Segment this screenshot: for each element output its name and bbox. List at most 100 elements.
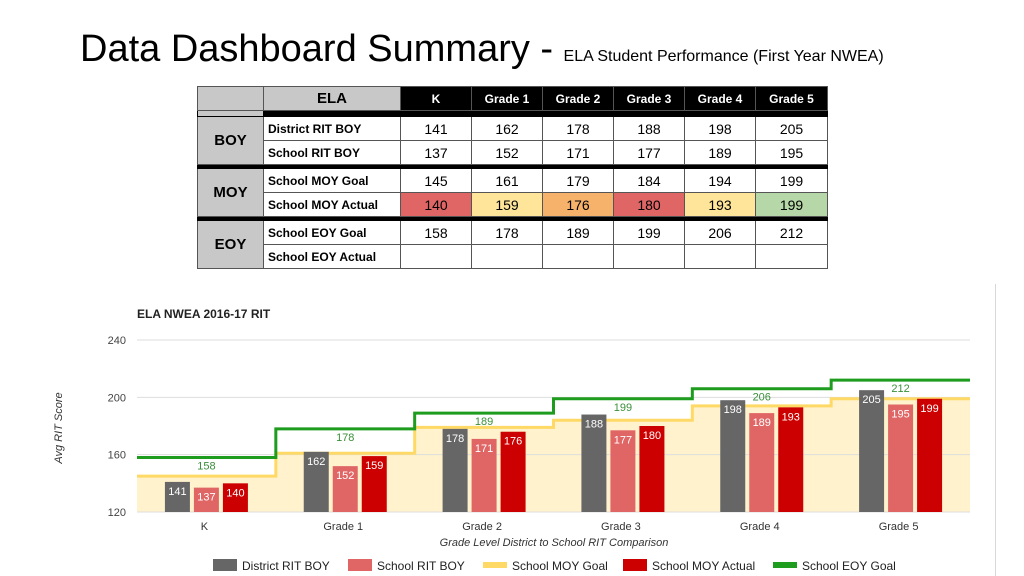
- table-cell: 177: [613, 140, 685, 165]
- bar-value-label: 178: [446, 433, 464, 445]
- y-tick-label: 240: [108, 335, 126, 347]
- bar-school-moy-actual: [500, 431, 526, 512]
- table-cell: 141: [400, 116, 472, 141]
- table-separator: [197, 164, 828, 169]
- y-tick-label: 160: [108, 450, 126, 462]
- bar-district-rit-boy: [303, 451, 329, 512]
- table-row: School RIT BOY 137 152 171 177 189 195: [198, 140, 828, 165]
- table-cell: [684, 244, 756, 269]
- bar-school-rit-boy: [888, 404, 914, 512]
- table-cell: [755, 244, 828, 269]
- ela-summary-table: ELA K Grade 1 Grade 2 Grade 3 Grade 4 Grade 5 B…: [197, 86, 828, 269]
- bar-value-label: 195: [891, 409, 909, 421]
- slide-divider: [995, 284, 996, 576]
- y-tick-label: 120: [108, 507, 126, 519]
- moy-goal-area: [137, 398, 970, 512]
- legend-label: District RIT BOY: [242, 559, 330, 573]
- table-cell: 206: [684, 220, 756, 245]
- table-cell: 171: [542, 140, 614, 165]
- bar-school-rit-boy: [749, 413, 775, 512]
- table-cell: 188: [613, 116, 685, 141]
- table-cell: 178: [471, 220, 543, 245]
- table-row: BOY District RIT BOY 141 162 178 188 198 205: [197, 116, 828, 165]
- table-cell: 194: [684, 168, 756, 193]
- period-label-eoy: EOY: [197, 220, 264, 269]
- table-cell: [542, 244, 614, 269]
- legend-swatch: [348, 559, 372, 571]
- table-cell: 161: [471, 168, 543, 193]
- bar-school-moy-actual: [778, 407, 804, 512]
- table-separator: [197, 216, 828, 221]
- bar-value-label: 198: [724, 404, 742, 416]
- table-corner-blank: [197, 86, 264, 111]
- table-row: EOY School EOY Goal 158 178 189 199 206 212: [197, 220, 828, 269]
- x-tick-label: Grade 1: [323, 521, 363, 533]
- bar-school-rit-boy: [332, 466, 358, 512]
- eoy-goal-label: 199: [614, 402, 632, 414]
- legend-label: School MOY Actual: [652, 559, 755, 573]
- table-cell: 189: [684, 140, 756, 165]
- x-tick-label: Grade 2: [462, 521, 502, 533]
- grade-header-1: Grade 1: [471, 86, 543, 111]
- table-cell: 180: [613, 192, 685, 217]
- table-header-row: ELA K Grade 1 Grade 2 Grade 3 Grade 4 Grade 5: [197, 86, 828, 111]
- table-cell: 162: [471, 116, 543, 141]
- legend-swatch: [213, 559, 237, 571]
- bar-value-label: 176: [504, 436, 522, 448]
- title-main: Data Dashboard Summary -: [80, 28, 554, 70]
- table-cell: 205: [755, 116, 828, 141]
- table-cell: 178: [542, 116, 614, 141]
- table-cell: 193: [684, 192, 756, 217]
- grade-header-2: Grade 2: [542, 86, 614, 111]
- row-label: School MOY Goal: [263, 168, 401, 193]
- bar-value-label: 152: [336, 470, 354, 482]
- y-tick-label: 200: [108, 392, 126, 404]
- table-cell: 198: [684, 116, 756, 141]
- grade-header-3: Grade 3: [613, 86, 685, 111]
- eoy-goal-line: [137, 378, 970, 460]
- x-tick-label: Grade 4: [740, 521, 780, 533]
- row-label: School RIT BOY: [263, 140, 401, 165]
- bar-value-label: 137: [197, 492, 215, 504]
- bar-value-label: 193: [782, 411, 800, 423]
- table-cell: 199: [755, 168, 828, 193]
- table-cell: 145: [400, 168, 472, 193]
- table-cell: 184: [613, 168, 685, 193]
- x-tick-label: Grade 5: [879, 521, 919, 533]
- bar-value-label: 140: [226, 487, 244, 499]
- bar-value-label: 180: [643, 430, 661, 442]
- grade-header-4: Grade 4: [684, 86, 756, 111]
- table-cell: 159: [471, 192, 543, 217]
- bar-value-label: 177: [614, 434, 632, 446]
- y-axis-title: Avg RIT Score: [53, 392, 65, 464]
- table-cell: 199: [755, 192, 828, 217]
- x-tick-label: Grade 3: [601, 521, 641, 533]
- eoy-goal-label: 189: [475, 416, 493, 428]
- bar-district-rit-boy: [581, 414, 607, 512]
- x-tick-label: K: [201, 521, 209, 533]
- bar-value-label: 171: [475, 443, 493, 455]
- bar-school-moy-actual: [222, 483, 248, 512]
- table-cell: 189: [542, 220, 614, 245]
- bar-value-label: 162: [307, 456, 325, 468]
- bar-district-rit-boy: [720, 400, 746, 512]
- legend-label: School RIT BOY: [377, 559, 465, 573]
- row-label: School EOY Goal: [263, 220, 401, 245]
- eoy-goal-label: 158: [197, 461, 215, 473]
- bar-school-moy-actual: [917, 398, 943, 512]
- table-corner-label: ELA: [263, 86, 401, 111]
- table-row: School MOY Actual 140 159 176 180 193 199: [198, 192, 828, 217]
- eoy-goal-label: 212: [891, 383, 909, 395]
- bar-value-label: 199: [920, 403, 938, 415]
- bar-school-rit-boy: [193, 487, 219, 512]
- table-row: MOY School MOY Goal 145 161 179 184 194 199: [197, 168, 828, 217]
- bar-school-moy-actual: [639, 426, 665, 512]
- row-label: District RIT BOY: [263, 116, 401, 141]
- legend-label: School EOY Goal: [802, 559, 896, 573]
- table-cell: 140: [400, 192, 472, 217]
- bar-value-label: 141: [168, 486, 186, 498]
- x-axis-title: Grade Level District to School RIT Compa…: [440, 537, 669, 549]
- table-cell: 176: [542, 192, 614, 217]
- table-cell: 152: [471, 140, 543, 165]
- row-label: School MOY Actual: [263, 192, 401, 217]
